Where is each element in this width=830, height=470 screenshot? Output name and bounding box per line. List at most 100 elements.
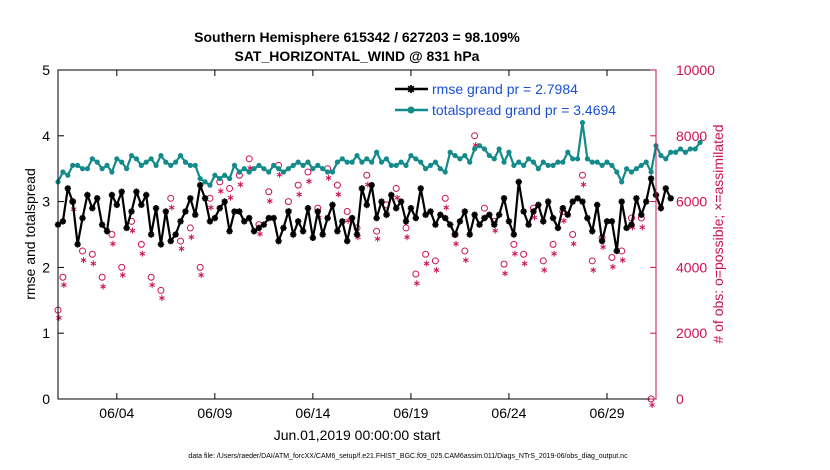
rmse-point	[133, 188, 140, 195]
rmse-point	[118, 188, 125, 195]
rmse-point	[491, 221, 498, 228]
totalspread-point	[310, 166, 316, 172]
obs-possible-marker	[294, 181, 302, 189]
totalspread-point	[148, 156, 154, 162]
totalspread-point	[246, 169, 252, 175]
rmse-point	[623, 224, 630, 232]
totalspread-point	[545, 162, 551, 169]
obs-assimilated-marker	[404, 234, 410, 241]
rmse-point	[383, 211, 390, 218]
totalspread-point	[393, 162, 399, 169]
rmse-point	[584, 214, 591, 222]
totalspread-point	[320, 166, 326, 172]
obs-possible-marker	[157, 286, 165, 294]
totalspread-point	[349, 159, 355, 165]
right-tick-label: 4000	[676, 259, 707, 275]
rmse-point	[442, 214, 449, 222]
rmse-point	[211, 214, 219, 222]
totalspread-point	[222, 172, 228, 178]
left-tick-label: 1	[42, 325, 50, 341]
totalspread-point	[550, 162, 556, 169]
totalspread-point	[619, 179, 625, 185]
rmse-point	[226, 228, 233, 235]
obs-possible-marker	[226, 184, 234, 192]
obs-possible-marker	[539, 257, 547, 265]
rmse-point	[64, 185, 72, 192]
obs-assimilated-marker	[325, 174, 332, 181]
totalspread-point	[467, 159, 473, 165]
rmse-point	[564, 211, 571, 218]
obs-assimilated-marker	[56, 314, 62, 321]
right-tick-label: 2000	[676, 325, 707, 341]
rmse-point	[157, 241, 165, 248]
totalspread-point	[315, 162, 321, 169]
rmse-point	[642, 198, 650, 205]
obs-possible-marker	[373, 227, 381, 235]
rmse-point	[216, 204, 223, 212]
obs-assimilated-marker	[512, 250, 518, 257]
obs-assimilated-marker	[413, 280, 420, 287]
totalspread-point	[94, 159, 100, 165]
totalspread-point	[197, 175, 203, 182]
rmse-point	[525, 221, 532, 228]
totalspread-point	[658, 152, 664, 159]
obs-possible-marker	[402, 224, 410, 232]
totalspread-point	[65, 172, 71, 178]
x-tick-label: 06/14	[295, 405, 330, 421]
totalspread-point	[398, 159, 404, 165]
totalspread-point	[457, 156, 463, 162]
totalspread-point	[187, 162, 193, 169]
obs-possible-marker	[520, 250, 528, 258]
totalspread-point	[423, 166, 429, 172]
obs-assimilated-marker	[610, 263, 616, 270]
totalspread-point	[535, 166, 541, 172]
totalspread-point	[623, 166, 630, 172]
x-tick-label: 06/04	[99, 405, 134, 421]
totalspread-point	[79, 166, 86, 172]
totalspread-point	[339, 156, 345, 162]
obs-possible-marker	[578, 171, 586, 179]
footer-data-file: data file: /Users/raeder/DAI/ATM_forcXX/…	[188, 453, 628, 460]
obs-possible-marker	[412, 270, 420, 278]
rmse-point	[363, 201, 371, 209]
rmse-point	[108, 191, 116, 199]
obs-assimilated-marker	[198, 272, 204, 279]
totalspread-point	[133, 156, 140, 162]
totalspread-point	[153, 162, 159, 169]
rmse-point	[98, 221, 106, 228]
totalspread-point	[290, 162, 296, 169]
left-axis-label: rmse and totalspread	[22, 168, 38, 300]
totalspread-point	[418, 159, 424, 165]
obs-possible-marker	[137, 240, 145, 248]
rmse-point	[250, 228, 258, 235]
rmse-point	[461, 208, 469, 215]
rmse-point	[245, 214, 253, 222]
x-tick-label: 06/19	[393, 405, 428, 421]
totalspread-point	[565, 149, 571, 155]
rmse-point	[138, 201, 145, 209]
obs-assimilated-marker	[443, 204, 450, 211]
totalspread-point	[462, 152, 468, 159]
rmse-point	[412, 214, 420, 222]
obs-assimilated-marker	[296, 191, 303, 198]
rmse-point	[192, 211, 199, 218]
totalspread-point	[447, 149, 453, 155]
totalspread-point	[378, 159, 385, 165]
obs-possible-marker	[177, 237, 185, 245]
totalspread-point	[437, 166, 443, 172]
obs-possible-marker	[196, 263, 204, 271]
obs-assimilated-marker	[227, 194, 234, 201]
totalspread-point	[383, 156, 390, 162]
totalspread-point	[266, 169, 272, 175]
rmse-point	[167, 237, 174, 245]
obs-assimilated-marker	[551, 250, 557, 257]
obs-assimilated-marker	[61, 281, 67, 288]
rmse-point	[638, 211, 645, 218]
totalspread-point	[677, 146, 684, 152]
left-tick-label: 5	[42, 62, 50, 78]
rmse-point	[613, 247, 620, 255]
totalspread-point	[241, 166, 247, 172]
obs-possible-marker	[186, 224, 194, 232]
totalspread-point	[668, 149, 674, 155]
rmse-point	[206, 218, 214, 225]
